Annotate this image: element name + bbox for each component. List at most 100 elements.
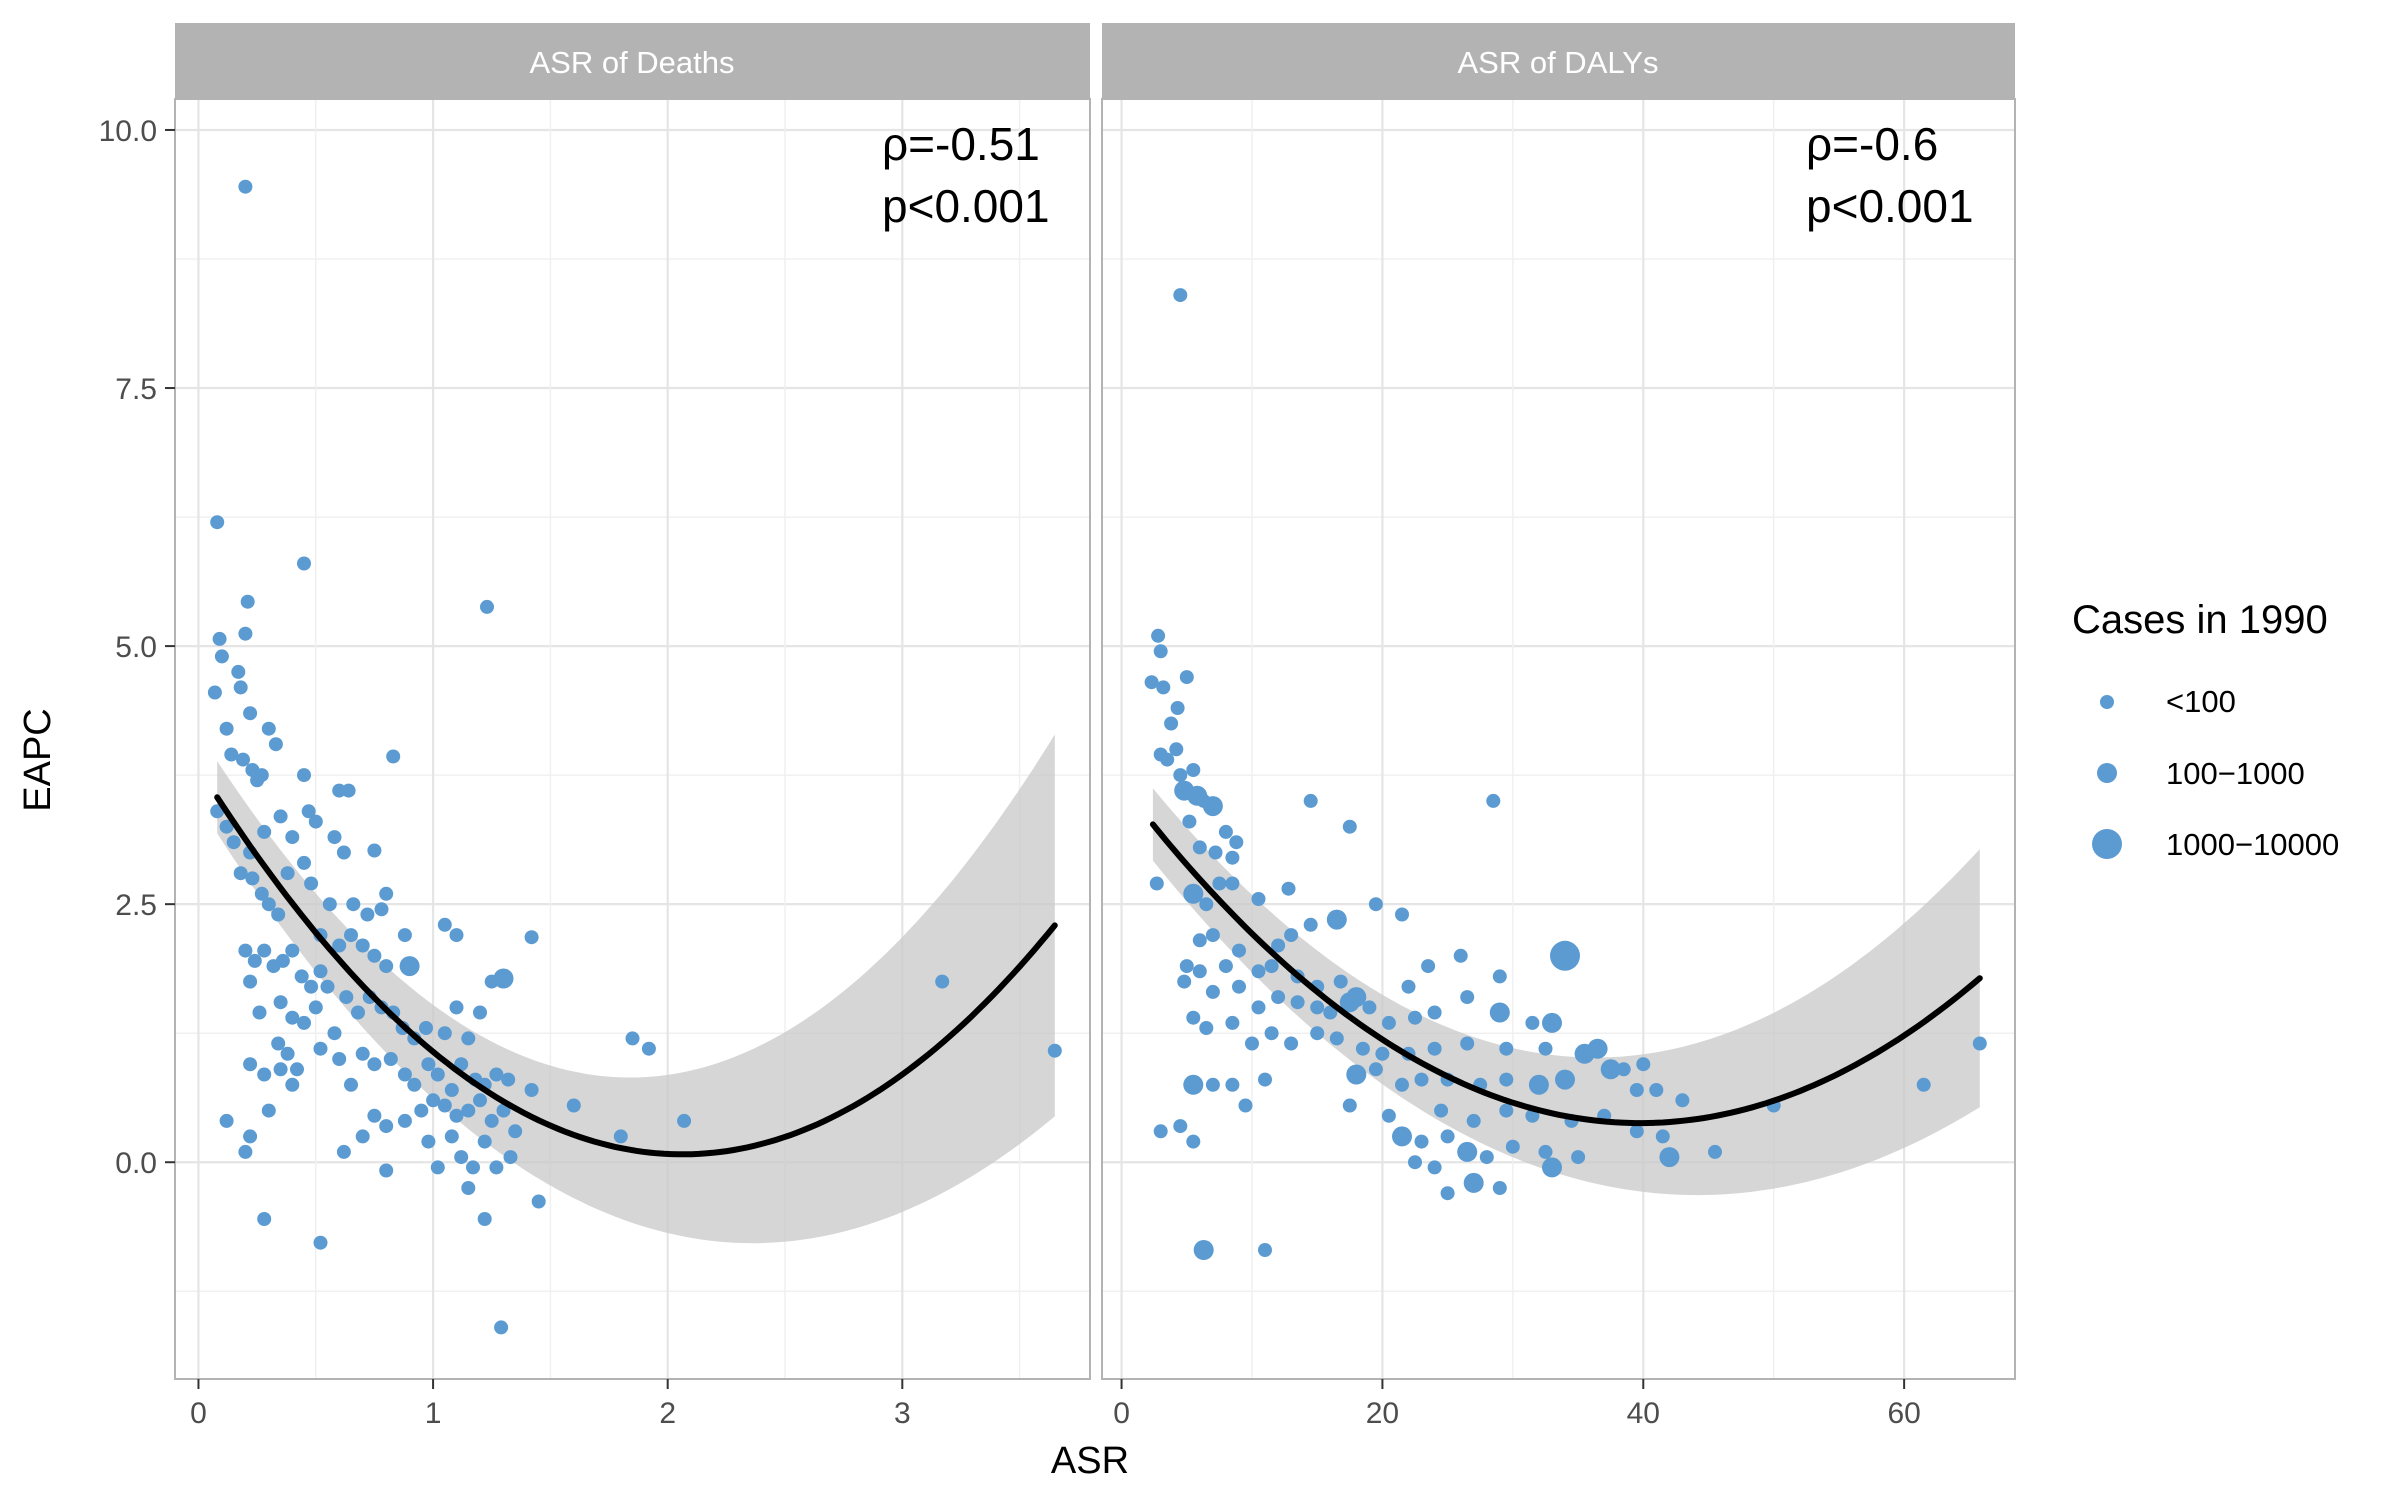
- data-point: [1440, 1129, 1455, 1144]
- data-point: [257, 1212, 272, 1226]
- data-point: [1192, 964, 1207, 979]
- x-tick-label: 20: [1366, 1397, 1399, 1430]
- data-point: [1466, 1113, 1481, 1128]
- data-point: [1346, 1064, 1367, 1085]
- data-point: [294, 969, 309, 984]
- data-point: [1205, 928, 1220, 943]
- data-point: [261, 1103, 276, 1118]
- data-point: [641, 1041, 656, 1056]
- data-point: [1972, 1036, 1987, 1051]
- data-point: [336, 1144, 351, 1159]
- y-tick-label: 10.0: [99, 115, 157, 148]
- data-point: [531, 1194, 546, 1209]
- data-point: [1421, 959, 1436, 974]
- data-point: [254, 768, 269, 783]
- data-point: [437, 1098, 452, 1113]
- confidence-band: [1152, 788, 1980, 1196]
- data-point: [1457, 1141, 1478, 1162]
- data-point: [489, 1160, 504, 1175]
- data-point: [1290, 995, 1305, 1010]
- x-tick-label: 2: [659, 1397, 676, 1430]
- legend-label: 100−1000: [2166, 756, 2305, 791]
- data-point: [1202, 796, 1223, 817]
- data-point: [271, 907, 286, 922]
- data-point: [304, 876, 319, 891]
- legend-key-small: [2100, 695, 2114, 709]
- data-point: [1238, 1098, 1253, 1113]
- data-point: [355, 1129, 370, 1144]
- data-point: [233, 866, 248, 881]
- data-point: [275, 953, 290, 968]
- data-point: [1186, 763, 1201, 777]
- data-point: [344, 928, 358, 943]
- data-point: [301, 804, 316, 819]
- data-point: [210, 515, 225, 530]
- data-point: [252, 1005, 267, 1020]
- data-point: [1212, 876, 1227, 891]
- data-point: [1173, 768, 1188, 783]
- data-point: [1708, 1144, 1722, 1159]
- fit-curve: [1149, 821, 1983, 1127]
- data-point: [1355, 1041, 1370, 1056]
- data-point: [1271, 938, 1286, 953]
- data-point: [1499, 1103, 1514, 1118]
- data-point: [233, 680, 248, 695]
- data-point: [243, 1057, 258, 1072]
- rho-annotation: ρ=-0.51: [882, 118, 1040, 170]
- data-point: [1205, 984, 1220, 999]
- data-point: [477, 1212, 492, 1226]
- data-point: [1303, 793, 1318, 808]
- data-point: [313, 1235, 328, 1250]
- data-point: [454, 1150, 469, 1165]
- data-point: [1199, 897, 1214, 912]
- data-point: [1649, 1083, 1664, 1097]
- data-point: [449, 1108, 464, 1123]
- data-point: [1440, 1186, 1455, 1201]
- data-point: [268, 737, 283, 752]
- data-point: [297, 768, 311, 783]
- data-point: [322, 897, 337, 912]
- data-point: [327, 1026, 342, 1041]
- data-point: [1427, 1041, 1442, 1056]
- panel-strip-label: ASR of Deaths: [529, 45, 734, 80]
- y-tick-label: 2.5: [115, 889, 157, 922]
- data-point: [341, 783, 356, 798]
- data-point: [1047, 1043, 1062, 1058]
- y-tick-label: 7.5: [115, 373, 157, 406]
- data-point: [280, 866, 295, 881]
- data-point: [367, 1108, 382, 1123]
- data-point: [1342, 819, 1357, 834]
- data-point: [1323, 1005, 1338, 1020]
- data-point: [1492, 1181, 1507, 1195]
- data-point: [1218, 824, 1233, 839]
- data-point: [1264, 1026, 1279, 1041]
- data-point: [1616, 1062, 1631, 1077]
- data-point: [1186, 1134, 1201, 1149]
- data-point: [285, 1077, 300, 1092]
- data-point: [379, 886, 394, 901]
- data-point: [367, 843, 382, 858]
- data-point: [1183, 1074, 1204, 1095]
- data-point: [1160, 752, 1175, 767]
- data-point: [1460, 990, 1475, 1005]
- data-point: [243, 706, 258, 721]
- data-point: [320, 979, 335, 994]
- data-point: [1179, 959, 1194, 974]
- data-point: [1542, 1012, 1562, 1033]
- data-point: [437, 1026, 452, 1041]
- x-tick-label: 3: [894, 1397, 911, 1430]
- panel-border: [1101, 98, 2016, 1380]
- data-point: [1251, 892, 1266, 906]
- data-point: [1525, 1015, 1540, 1030]
- data-point: [236, 752, 250, 767]
- data-point: [524, 1083, 539, 1097]
- data-point: [1164, 716, 1179, 731]
- data-point: [257, 1067, 272, 1082]
- data-point: [1310, 1026, 1325, 1041]
- data-point: [332, 938, 347, 953]
- data-point: [1392, 1126, 1412, 1147]
- data-point: [1362, 1000, 1377, 1015]
- data-point: [1408, 1010, 1422, 1025]
- data-point: [243, 1129, 258, 1144]
- legend-key-large: [2092, 829, 2122, 859]
